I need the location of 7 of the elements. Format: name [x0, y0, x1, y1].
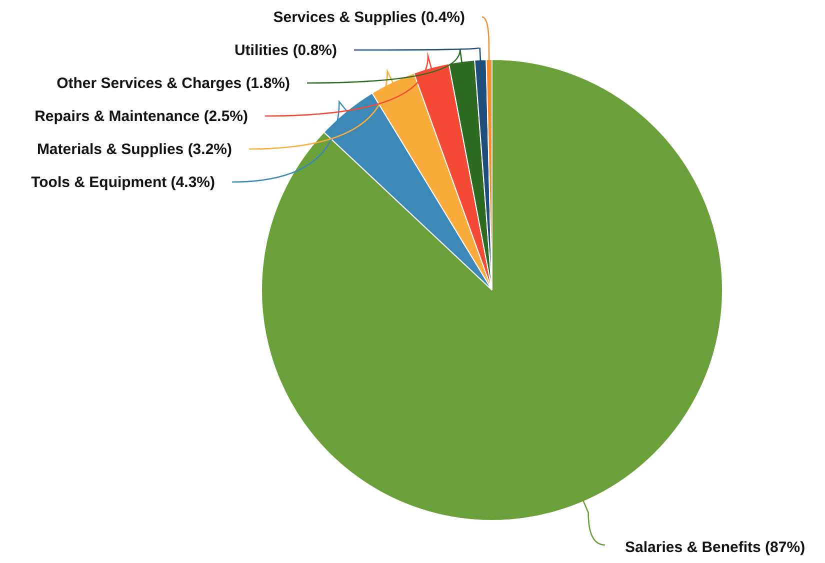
- slice-label: Tools & Equipment (4.3%): [31, 174, 215, 192]
- slice-label: Materials & Supplies (3.2%): [36, 141, 232, 158]
- slice-label: Repairs & Maintenance (2.5%): [34, 108, 248, 126]
- slice-label: Utilities (0.8%): [234, 42, 337, 60]
- slice-label: Services & Supplies (0.4%): [273, 9, 466, 26]
- slice-label: Other Services & Charges (1.8%): [56, 75, 290, 92]
- slice-label: Salaries & Benefits (87%): [625, 539, 806, 556]
